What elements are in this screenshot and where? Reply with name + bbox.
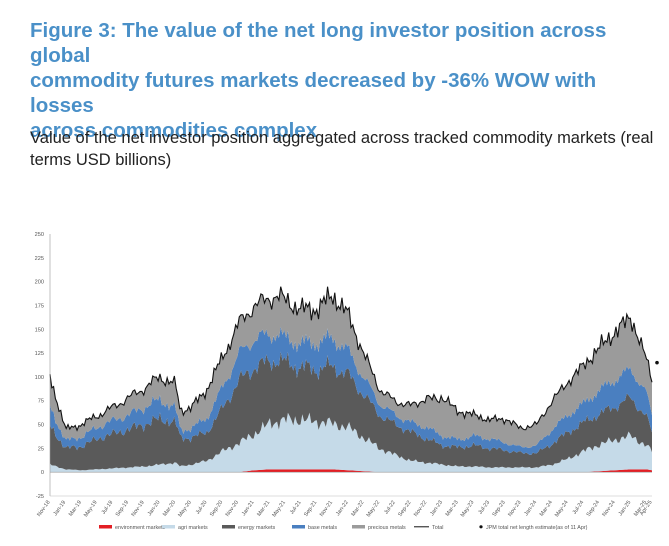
x-tick-label: Mar-21	[256, 500, 271, 518]
series-area-base-metals	[50, 326, 652, 455]
chart-subtitle-line: terms USD billions)	[30, 151, 172, 169]
y-tick-label: 150	[35, 327, 44, 333]
x-tick-label: Sep-22	[397, 500, 412, 518]
x-tick-label: Nov-19	[131, 500, 146, 518]
x-tick-label: Nov-21	[319, 500, 334, 518]
x-tick-label: May-20	[177, 500, 193, 519]
x-tick-label: Jul-19	[101, 500, 115, 516]
x-tick-label: Sep-20	[209, 500, 224, 518]
x-tick-label: Jan-21	[241, 500, 256, 517]
legend-label: JPM total net length estimate(as of 11 A…	[486, 525, 588, 531]
x-tick-label: Jan-23	[429, 500, 444, 517]
y-tick-label: 225	[35, 256, 44, 262]
y-tick-label: 250	[35, 232, 44, 238]
x-tick-label: Nov-22	[413, 500, 428, 518]
y-tick-label: 25	[38, 446, 44, 452]
x-tick-label: Nov-18	[36, 500, 51, 518]
legend-label: precious metals	[368, 525, 406, 531]
x-tick-label: Jan-22	[335, 500, 350, 517]
legend-swatch	[99, 525, 112, 529]
x-tick-label: Nov-23	[507, 500, 522, 518]
x-tick-label: May-22	[366, 500, 382, 519]
x-tick-label: May-19	[83, 500, 99, 519]
chart-subtitle-line: Value of the net investor position aggre…	[30, 129, 654, 147]
x-tick-label: Nov-20	[225, 500, 240, 518]
legend-label: environment markets	[115, 525, 166, 531]
series-area-agri-markets	[50, 412, 652, 473]
total-line	[49, 286, 653, 432]
y-tick-label: -25	[36, 494, 44, 500]
x-tick-label: May-21	[271, 500, 287, 519]
figure-title-line: commodity futures markets decreased by -…	[30, 69, 597, 117]
legend-dot	[479, 525, 483, 529]
figure-title-line: across commodities complex	[30, 119, 318, 142]
x-tick-label: Jul-24	[572, 500, 586, 516]
x-tick-label: May-24	[554, 500, 570, 519]
x-tick-label: Jan-24	[524, 500, 539, 517]
x-tick-label: Mar-24	[539, 500, 554, 518]
legend-swatch	[352, 525, 365, 529]
figure-title-line: Figure 3: The value of the net long inve…	[30, 19, 607, 67]
x-tick-label: Mar-19	[68, 500, 83, 518]
y-tick-label: 125	[35, 351, 44, 357]
x-tick-label: Jan-25	[618, 500, 633, 517]
y-tick-label: 200	[35, 280, 44, 286]
y-tick-label: 75	[38, 399, 44, 405]
x-tick-label: Jul-20	[195, 500, 209, 516]
x-tick-label: Jul-22	[383, 500, 397, 516]
y-tick-label: 0	[41, 470, 44, 476]
legend-label: agri markets	[178, 525, 208, 531]
x-tick-label: Sep-19	[115, 500, 130, 518]
y-tick-label: 100	[35, 375, 44, 381]
x-tick-label: May-23	[460, 500, 476, 519]
series-area-energy-markets	[50, 351, 652, 471]
legend-label: Total	[432, 525, 443, 531]
x-tick-label: Mar-23	[445, 500, 460, 518]
x-tick-label: Jul-21	[289, 500, 303, 516]
legend-label: base metals	[308, 525, 337, 531]
x-tick-label: Jan-19	[53, 500, 68, 517]
legend-swatch	[292, 525, 305, 529]
legend-swatch	[162, 525, 175, 529]
x-tick-label: Nov-24	[601, 500, 616, 518]
x-tick-label: Sep-24	[586, 500, 601, 518]
figure-title: Figure 3: The value of the net long inve…	[30, 18, 650, 143]
jpm-estimate-point	[655, 360, 659, 365]
x-tick-label: Sep-23	[492, 500, 507, 518]
x-tick-label: Sep-21	[303, 500, 318, 518]
series-area-precious-metals	[50, 286, 652, 449]
x-tick-label: Mar-22	[351, 500, 366, 518]
series-area-environment-markets	[50, 469, 652, 473]
y-tick-label: 50	[38, 423, 44, 429]
x-tick-label: Jul-23	[478, 500, 492, 516]
legend-swatch	[222, 525, 235, 529]
legend-label: energy markets	[238, 525, 275, 531]
y-tick-label: 175	[35, 303, 44, 309]
chart-subtitle: Value of the net investor position aggre…	[30, 127, 666, 171]
x-tick-label: Mar-20	[162, 500, 177, 518]
x-tick-label: Jan-20	[147, 500, 162, 517]
